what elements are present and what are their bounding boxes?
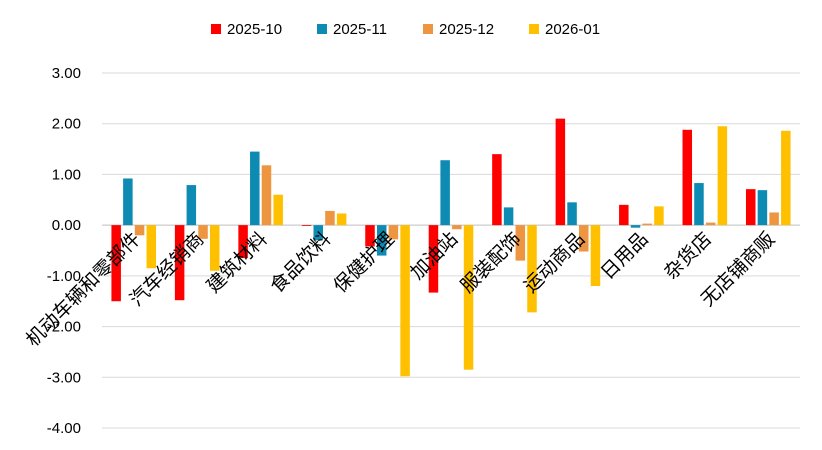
bars [111, 118, 791, 377]
bar-2026-01-10 [781, 130, 791, 226]
legend-label: 2025-12 [439, 21, 494, 38]
y-tick-label: -4.00 [47, 420, 81, 437]
bar-2025-10-9 [682, 129, 693, 226]
bar-2026-01-8 [654, 206, 664, 226]
legend-swatch [211, 24, 221, 34]
bar-2025-12-7 [579, 225, 589, 252]
legend-swatch [423, 24, 433, 34]
x-tick-label: 保健护理 [329, 228, 398, 297]
bar-2025-10-5 [428, 225, 439, 293]
bar-2025-11-5 [440, 160, 450, 226]
bar-2025-12-8 [642, 223, 652, 226]
y-tick-label: 3.00 [52, 65, 81, 82]
bar-2025-11-7 [567, 202, 577, 226]
bar-2025-11-10 [757, 190, 768, 226]
y-tick-label: -2.00 [47, 319, 81, 336]
bar-2025-11-3 [313, 225, 323, 241]
legend-swatch [529, 24, 539, 34]
bar-2026-01-1 [209, 225, 220, 271]
bar-2025-10-4 [365, 225, 375, 247]
bar-2026-01-4 [400, 225, 410, 377]
bar-2025-10-1 [174, 225, 185, 301]
bar-2025-11-9 [694, 183, 704, 226]
bar-2025-11-6 [503, 207, 514, 226]
bar-2026-01-5 [463, 225, 474, 370]
bar-2025-11-1 [186, 185, 197, 226]
bar-2025-12-2 [261, 165, 272, 226]
bar-2025-12-0 [134, 225, 145, 236]
bar-2025-10-2 [238, 225, 248, 259]
bar-2025-10-8 [619, 204, 629, 226]
bar-2026-01-7 [590, 225, 601, 286]
bar-2025-12-6 [515, 225, 526, 261]
x-tick-label: 机动车辆和零部件 [22, 228, 145, 351]
bar-2025-12-4 [388, 225, 399, 240]
bar-2025-12-3 [325, 210, 335, 226]
bar-2025-12-9 [705, 222, 716, 226]
bar-2026-01-6 [527, 225, 537, 313]
y-tick-label: -1.00 [47, 268, 81, 285]
bar-2025-11-2 [250, 151, 260, 226]
legend-label: 2025-11 [333, 21, 387, 38]
bar-2026-01-9 [717, 126, 728, 226]
y-axis: 3.00 2.00 1.00 0.00 -1.00 -2.00 -3.00 -4.00 [47, 65, 81, 437]
bar-2025-12-10 [769, 212, 779, 226]
bar-2025-11-8 [630, 225, 641, 228]
legend-label: 2025-10 [227, 21, 282, 38]
bar-2025-12-1 [198, 225, 208, 239]
bar-2026-01-3 [336, 213, 347, 226]
bar-2025-10-6 [492, 154, 502, 226]
x-tick-label: 食品饮料 [266, 228, 335, 297]
bar-2025-12-5 [452, 225, 462, 230]
legend: 2025-10 2025-11 2025-12 2026-01 [211, 21, 600, 38]
y-tick-label: 2.00 [52, 116, 81, 133]
bar-2025-10-7 [555, 118, 566, 226]
bar-2026-01-2 [273, 194, 283, 226]
y-tick-label: 1.00 [52, 166, 81, 183]
bar-2025-11-4 [376, 225, 387, 256]
bar-2025-10-3 [301, 225, 312, 226]
bar-2025-10-10 [745, 189, 756, 226]
bar-2026-01-0 [146, 225, 157, 269]
bar-2025-11-0 [123, 178, 133, 226]
bar-2025-10-0 [111, 225, 121, 302]
legend-swatch [317, 24, 327, 34]
y-tick-label: 0.00 [52, 217, 81, 234]
y-tick-label: -3.00 [47, 369, 81, 386]
legend-label: 2026-01 [545, 21, 600, 38]
